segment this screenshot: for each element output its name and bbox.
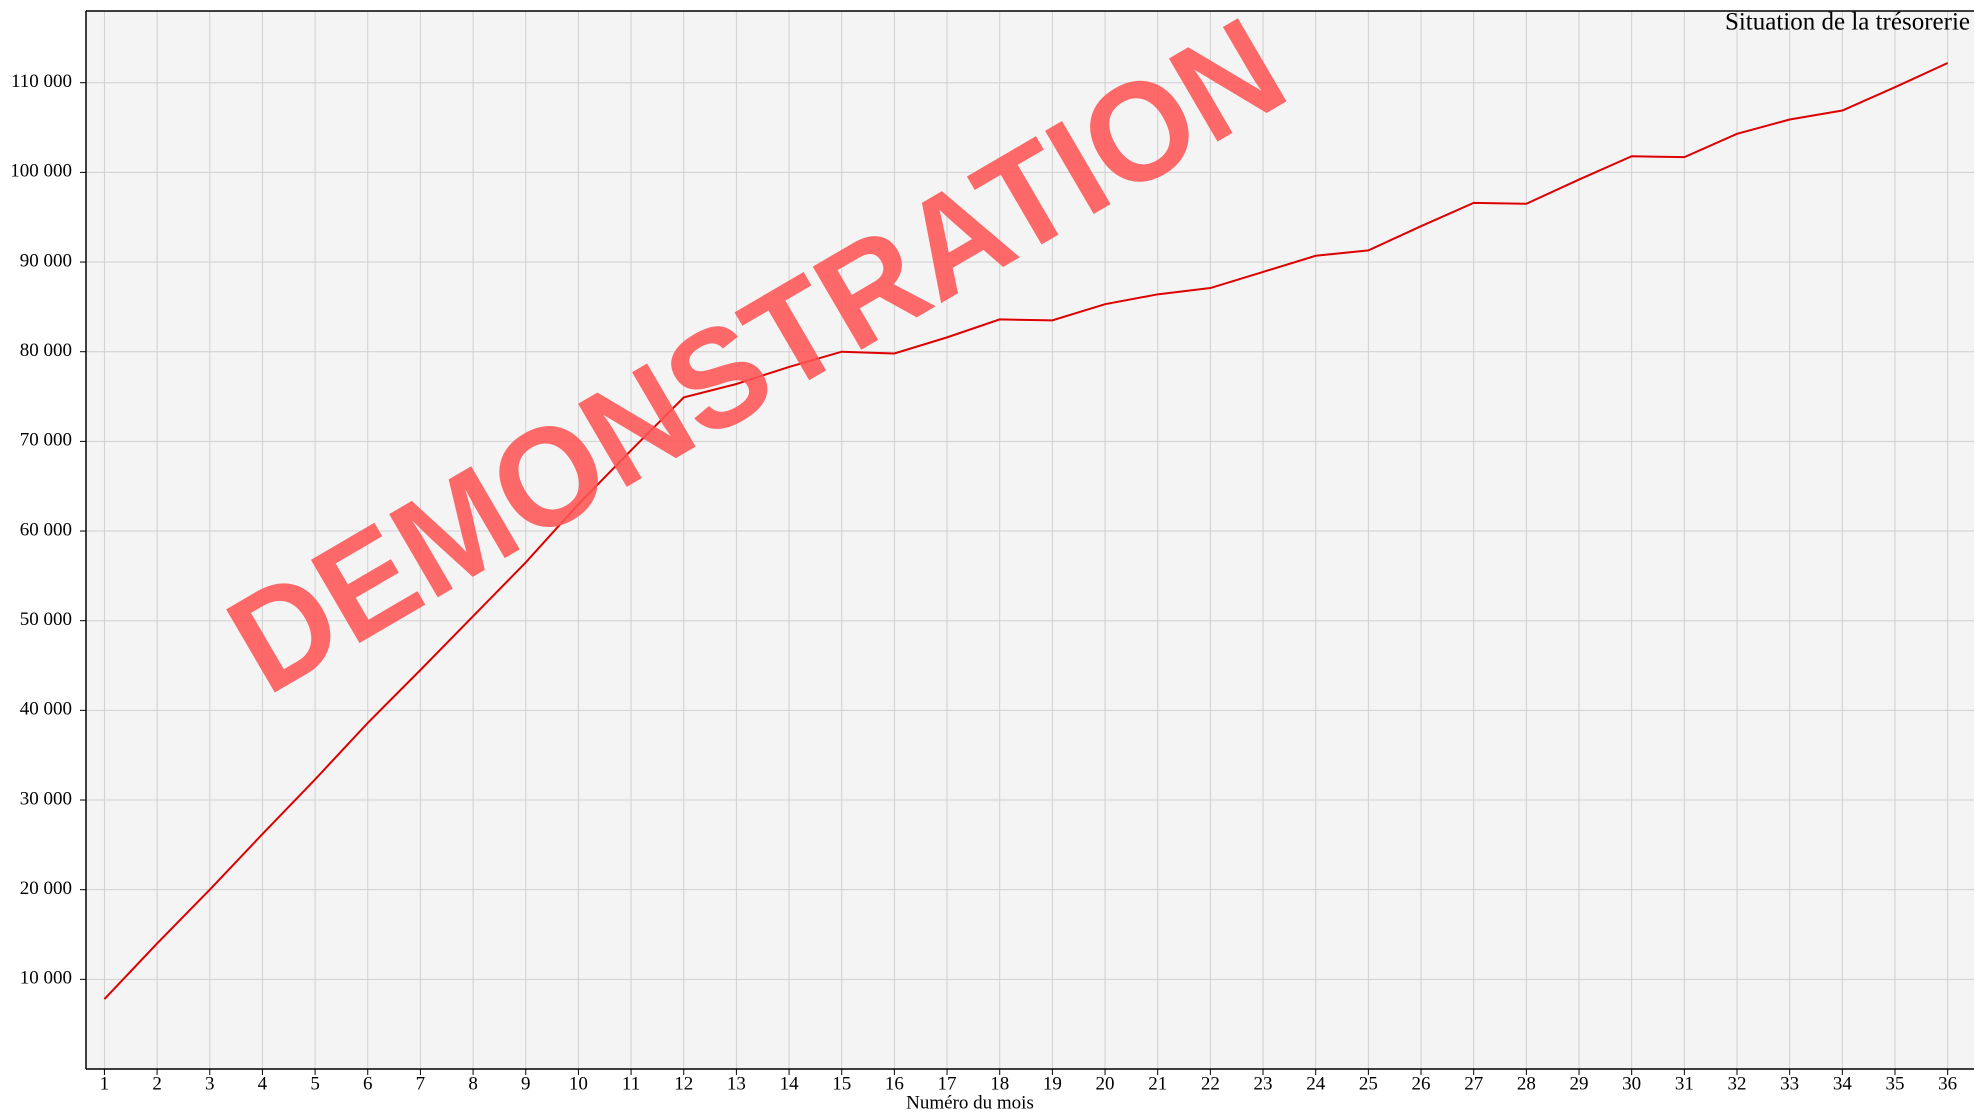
x-tick-label: 13 <box>727 1073 746 1094</box>
x-tick-label: 7 <box>416 1073 426 1094</box>
x-tick-label: 28 <box>1517 1073 1536 1094</box>
y-tick-label: 100 000 <box>10 161 72 182</box>
x-tick-label: 20 <box>1096 1073 1115 1094</box>
x-tick-label: 15 <box>832 1073 851 1094</box>
y-tick-label: 80 000 <box>20 340 72 361</box>
x-tick-label: 23 <box>1254 1073 1273 1094</box>
x-tick-label: 34 <box>1833 1073 1853 1094</box>
y-tick-label: 60 000 <box>20 519 72 540</box>
x-tick-label: 30 <box>1622 1073 1641 1094</box>
x-tick-label: 16 <box>885 1073 904 1094</box>
x-tick-label: 29 <box>1570 1073 1589 1094</box>
x-tick-label: 19 <box>1043 1073 1062 1094</box>
x-tick-label: 12 <box>674 1073 693 1094</box>
y-tick-label: 90 000 <box>20 250 72 271</box>
x-tick-label: 21 <box>1148 1073 1167 1094</box>
y-tick-label: 70 000 <box>20 430 72 451</box>
x-tick-label: 32 <box>1728 1073 1747 1094</box>
y-tick-label: 30 000 <box>20 788 72 809</box>
x-tick-label: 35 <box>1886 1073 1905 1094</box>
x-tick-label: 2 <box>152 1073 162 1094</box>
x-tick-label: 1 <box>100 1073 110 1094</box>
y-tick-label: 10 000 <box>20 968 72 989</box>
x-tick-label: 11 <box>622 1073 640 1094</box>
x-tick-label: 33 <box>1780 1073 1799 1094</box>
x-tick-label: 4 <box>258 1073 268 1094</box>
data-line <box>103 62 1949 1000</box>
x-tick-label: 5 <box>310 1073 320 1094</box>
x-tick-label: 6 <box>363 1073 373 1094</box>
x-tick-label: 8 <box>468 1073 478 1094</box>
x-tick-label: 10 <box>569 1073 588 1094</box>
x-axis-label: Numéro du mois <box>906 1092 1034 1113</box>
y-tick-label: 110 000 <box>11 71 72 92</box>
x-tick-label: 22 <box>1201 1073 1220 1094</box>
y-tick-label: 50 000 <box>20 609 72 630</box>
x-tick-label: 26 <box>1412 1073 1431 1094</box>
x-tick-label: 27 <box>1464 1073 1483 1094</box>
x-tick-label: 14 <box>780 1073 800 1094</box>
x-tick-label: 36 <box>1938 1073 1957 1094</box>
x-tick-label: 9 <box>521 1073 531 1094</box>
chart-title: Situation de la trésorerie <box>1725 9 1970 36</box>
x-tick-label: 17 <box>938 1073 957 1094</box>
x-tick-label: 18 <box>990 1073 1009 1094</box>
y-tick-label: 20 000 <box>20 878 72 899</box>
plot-background <box>86 11 1974 1069</box>
y-tick-label: 40 000 <box>20 699 72 720</box>
x-tick-label: 24 <box>1306 1073 1326 1094</box>
x-tick-label: 31 <box>1675 1073 1694 1094</box>
x-tick-label: 25 <box>1359 1073 1378 1094</box>
x-tick-label: 3 <box>205 1073 215 1094</box>
